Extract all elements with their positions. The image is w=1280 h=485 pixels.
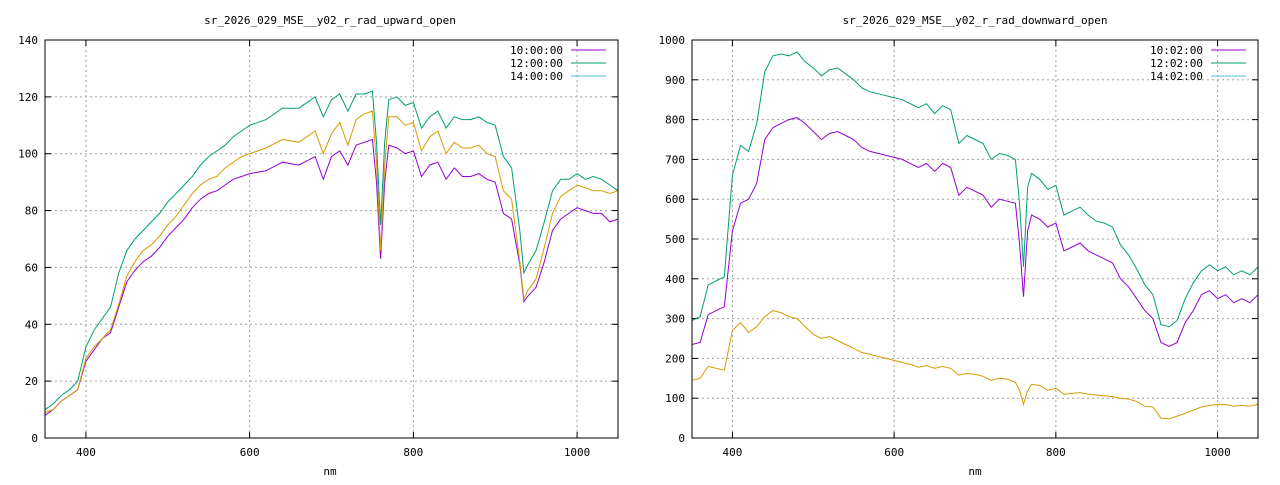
x-tick-label: 400 [722,446,742,459]
y-tick-label: 60 [25,261,38,274]
legend-label: 14:02:00 [1150,70,1203,83]
series-line-100000 [44,138,619,416]
y-tick-label: 400 [665,273,685,286]
chart-panel-upward: sr_2026_029_MSE__y02_r_rad_upward_open n… [18,14,619,478]
legend-label: 10:00:00 [510,44,563,57]
x-tick-label: 600 [884,446,904,459]
chart-title: sr_2026_029_MSE__y02_r_rad_downward_open [843,14,1108,27]
series-line-140000 [44,90,619,411]
chart-title: sr_2026_029_MSE__y02_r_rad_upward_open [204,14,456,27]
axis-ticks: 0 20 40 60 80 100 120 140 400 600 800 1000 [18,34,618,459]
y-tick-label: 900 [665,74,685,87]
y-tick-label: 120 [18,91,38,104]
axis-ticks: 0 100 200 300 400 500 600 700 800 900 1000 400 600 80… [659,34,1258,459]
series-line-120200 [691,310,1259,420]
y-tick-label: 0 [31,432,38,445]
x-tick-label: 1000 [564,446,591,459]
y-tick-label: 140 [18,34,38,47]
legend-label: 10:02:00 [1150,44,1203,57]
y-tick-label: 800 [665,114,685,127]
x-tick-label: 400 [76,446,96,459]
x-tick-label: 800 [1046,446,1066,459]
grid-lines [692,40,1258,438]
x-tick-label: 800 [403,446,423,459]
x-axis-label: nm [968,465,982,478]
y-tick-label: 1000 [659,34,686,47]
series-line-120000 [44,110,619,413]
plot-frame [691,39,1259,439]
y-tick-label: 300 [665,313,685,326]
y-tick-label: 20 [25,375,38,388]
y-tick-label: 200 [665,352,685,365]
y-tick-label: 700 [665,153,685,166]
chart-panel-downward: sr_2026_029_MSE__y02_r_rad_downward_open… [659,14,1259,478]
y-tick-label: 40 [25,318,38,331]
legend-label: 12:02:00 [1150,57,1203,70]
y-tick-label: 100 [665,392,685,405]
series-lines [691,51,1259,420]
series-line-100200 [691,117,1259,348]
y-tick-label: 80 [25,205,38,218]
x-tick-label: 1000 [1204,446,1231,459]
plot-frame [44,39,619,439]
series-line-140200 [691,51,1259,328]
x-axis-label: nm [323,465,337,478]
y-tick-label: 500 [665,233,685,246]
grid-lines [45,40,618,438]
legend-label: 12:00:00 [510,57,563,70]
y-tick-label: 100 [18,148,38,161]
x-tick-label: 600 [240,446,260,459]
legend-label: 14:00:00 [510,70,563,83]
y-tick-label: 0 [678,432,685,445]
y-tick-label: 600 [665,193,685,206]
series-lines [44,90,619,416]
